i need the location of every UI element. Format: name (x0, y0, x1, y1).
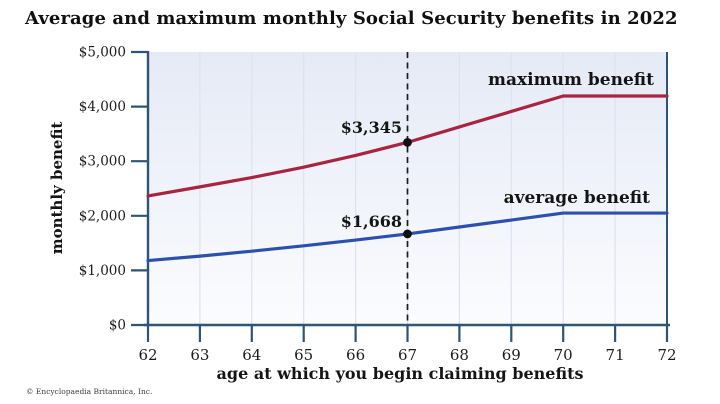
y-tick-label: $3,000 (79, 154, 126, 170)
x-tick-label: 70 (554, 346, 573, 364)
x-tick-label: 72 (657, 346, 676, 364)
x-tick-label: 71 (606, 346, 625, 364)
x-tick-label: 64 (242, 346, 261, 364)
x-tick-label: 67 (398, 346, 417, 364)
x-tick-label: 68 (450, 346, 469, 364)
average-benefit-value-callout: $1,668 (340, 212, 402, 231)
y-tick-label: $5,000 (79, 45, 126, 61)
maximum-benefit-series-label: maximum benefit (488, 70, 654, 90)
y-tick-label: $1,000 (79, 263, 126, 279)
average-benefit-series-label: average benefit (503, 188, 650, 208)
y-axis-title: monthly benefit (48, 121, 66, 255)
callout-dot-maximum-benefit (403, 137, 412, 147)
x-tick-label: 65 (294, 346, 313, 364)
y-tick-label: $2,000 (79, 208, 126, 224)
x-tick-label: 69 (502, 346, 521, 364)
copyright-credit: © Encyclopaedia Britannica, Inc. (26, 387, 153, 396)
maximum-benefit-value-callout: $3,345 (340, 118, 402, 137)
x-tick-label: 62 (138, 346, 157, 364)
chart-title: Average and maximum monthly Social Secur… (25, 8, 678, 29)
callout-dot-average-benefit (403, 229, 412, 239)
x-axis-title: age at which you begin claiming benefits (216, 364, 584, 383)
y-tick-label: $0 (109, 318, 126, 334)
y-tick-label: $4,000 (79, 99, 126, 115)
x-tick-label: 66 (346, 346, 365, 364)
x-tick-label: 63 (190, 346, 209, 364)
